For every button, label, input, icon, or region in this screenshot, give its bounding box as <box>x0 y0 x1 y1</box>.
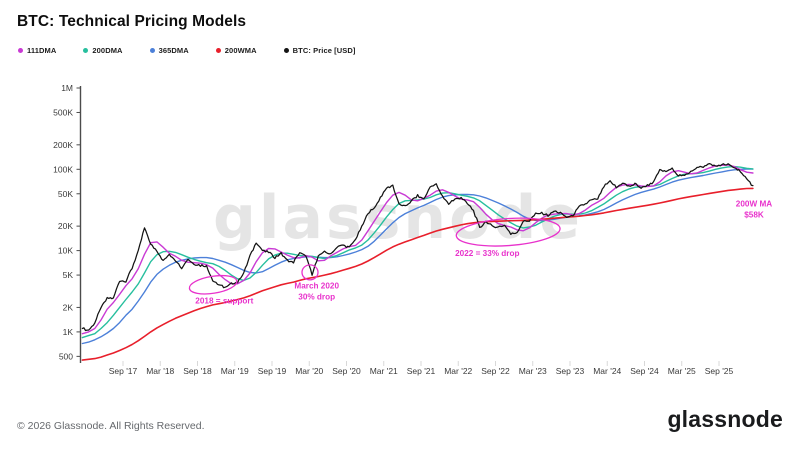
x-axis-tick-label: Sep '21 <box>407 366 436 376</box>
price-chart-plot-area[interactable]: glassnode1M500K200K100K50K20K10K5K2K1K50… <box>0 0 800 400</box>
legend-label: 365DMA <box>158 46 189 55</box>
legend-swatch-icon <box>215 48 221 53</box>
annotation-ellipse-drop-2022 <box>455 217 561 247</box>
x-axis-tick-label: Mar '18 <box>146 366 174 376</box>
annotation-text-march-2020-drop: 30% drop <box>298 292 335 301</box>
y-axis-tick-label: 20K <box>58 221 73 231</box>
legend-swatch-icon <box>18 48 23 53</box>
x-axis-tick-label: Sep '17 <box>109 366 138 376</box>
x-axis-tick-label: Mar '22 <box>444 366 472 376</box>
series-line-365dma <box>81 168 754 345</box>
x-axis-tick-label: Mar '19 <box>221 366 249 376</box>
x-axis-tick-label: Mar '23 <box>519 366 547 376</box>
legend-item-365dma[interactable]: 365DMA <box>149 46 189 55</box>
series-line-111dma <box>81 164 754 335</box>
legend-item-200wma[interactable]: 200WMA <box>215 46 257 55</box>
chart-legend: 111DMA 200DMA 365DMA 200WMA BTC: Price [USD] <box>18 46 356 55</box>
y-axis-tick-label: 1K <box>63 327 74 337</box>
legend-label: 200DMA <box>92 46 123 55</box>
y-axis-tick-label: 500K <box>53 107 73 117</box>
annotation-text-200wma-value: 200W MA <box>736 199 772 208</box>
y-axis-tick-label: 100K <box>53 164 73 174</box>
annotation-text-support-2018: 2018 = support <box>195 296 253 305</box>
x-axis-tick-label: Mar '21 <box>370 366 398 376</box>
x-axis-tick-label: Sep '22 <box>481 366 510 376</box>
legend-item-111dma[interactable]: 111DMA <box>18 46 56 55</box>
series-line-200wma <box>81 187 754 361</box>
legend-swatch-icon <box>149 48 155 53</box>
x-axis-tick-label: Sep '23 <box>556 366 585 376</box>
page-title: BTC: Technical Pricing Models <box>17 13 247 30</box>
x-axis-tick-label: Sep '24 <box>630 366 659 376</box>
x-axis-tick-label: Mar '24 <box>593 366 621 376</box>
copyright-text: © 2026 Glassnode. All Rights Reserved. <box>17 420 205 432</box>
y-axis-tick-label: 5K <box>63 270 74 280</box>
y-axis-tick-label: 50K <box>58 189 73 199</box>
x-axis-tick-label: Sep '20 <box>332 366 361 376</box>
legend-swatch-icon <box>83 48 89 53</box>
y-axis-tick-label: 1M <box>61 83 73 93</box>
series-line-btc-price-usd <box>81 162 754 332</box>
x-axis-tick-label: Sep '18 <box>183 366 212 376</box>
annotation-ellipse-march-2020-drop <box>301 264 319 281</box>
legend-swatch-icon <box>283 48 289 53</box>
x-axis-tick-label: Mar '20 <box>295 366 323 376</box>
y-axis-tick-label: 2K <box>63 302 74 312</box>
annotation-text-march-2020-drop: March 2020 <box>294 281 339 290</box>
legend-label: 200WMA <box>224 46 257 55</box>
legend-item-btc-price-usd[interactable]: BTC: Price [USD] <box>283 46 356 55</box>
annotation-text-200wma-value: $58K <box>744 210 764 219</box>
annotation-ellipse-support-2018 <box>188 274 238 295</box>
y-axis-tick-label: 10K <box>58 246 73 256</box>
x-axis-tick-label: Mar '25 <box>668 366 696 376</box>
x-axis-tick-label: Sep '25 <box>705 366 734 376</box>
y-axis-tick-label: 200K <box>53 140 73 150</box>
legend-item-200dma[interactable]: 200DMA <box>83 46 122 55</box>
legend-label: 111DMA <box>27 46 57 55</box>
glassnode-logo: glassnode <box>667 406 783 432</box>
annotation-text-drop-2022: 2022 = 33% drop <box>455 249 519 258</box>
legend-label: BTC: Price [USD] <box>292 46 356 55</box>
y-axis-tick-label: 500 <box>59 351 73 361</box>
x-axis-tick-label: Sep '19 <box>258 366 287 376</box>
